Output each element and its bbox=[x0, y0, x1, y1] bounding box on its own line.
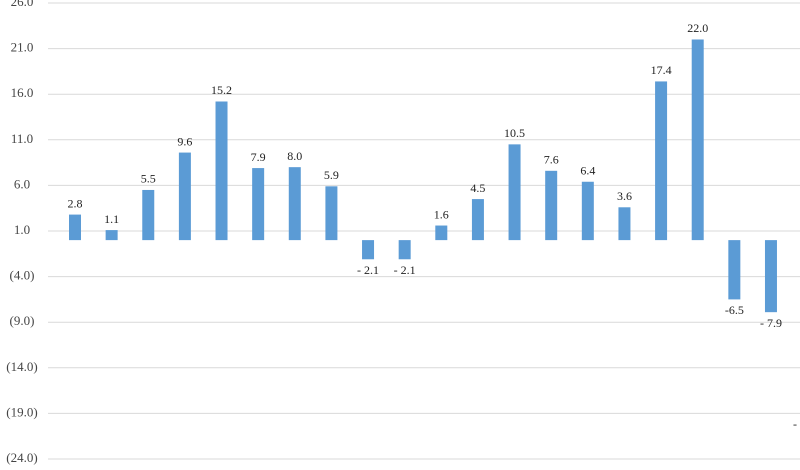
bar bbox=[655, 81, 668, 241]
bar bbox=[435, 225, 448, 241]
bar bbox=[545, 170, 558, 241]
y-tick-label: 21.0 bbox=[11, 40, 34, 55]
value-label: 9.6 bbox=[177, 134, 192, 148]
value-label: 1.6 bbox=[434, 207, 449, 221]
y-tick-label: 6.0 bbox=[14, 176, 30, 191]
value-label: - 7.9 bbox=[760, 316, 782, 330]
value-label: 8.0 bbox=[287, 149, 302, 163]
value-label: 3.6 bbox=[617, 189, 632, 203]
value-label: 7.9 bbox=[251, 150, 266, 164]
y-tick-label: (14.0) bbox=[6, 359, 37, 374]
bar bbox=[764, 240, 777, 313]
bar bbox=[618, 207, 631, 241]
bar bbox=[105, 230, 118, 241]
bar bbox=[325, 186, 338, 241]
value-label: 5.9 bbox=[324, 168, 339, 182]
value-label: 15.2 bbox=[211, 83, 232, 97]
bar bbox=[581, 181, 594, 241]
bar bbox=[288, 167, 301, 241]
value-label: - 2.1 bbox=[357, 263, 379, 277]
y-tick-label: (19.0) bbox=[6, 404, 37, 419]
bar bbox=[178, 152, 191, 241]
bar bbox=[691, 39, 704, 241]
value-label: -6.5 bbox=[725, 303, 744, 317]
bar bbox=[728, 240, 741, 300]
y-tick-label: 26.0 bbox=[11, 0, 34, 9]
bar bbox=[69, 214, 81, 241]
value-label: 17.4 bbox=[651, 63, 672, 77]
value-label: 10.5 bbox=[504, 126, 525, 140]
y-tick-label: (24.0) bbox=[6, 450, 37, 465]
bar bbox=[142, 189, 155, 241]
value-label: 1.1 bbox=[104, 212, 119, 226]
y-tick-label: 16.0 bbox=[11, 85, 34, 100]
value-label: 4.5 bbox=[470, 181, 485, 195]
bar bbox=[508, 144, 521, 241]
y-tick-label: 1.0 bbox=[14, 222, 30, 237]
value-label: 6.4 bbox=[580, 164, 595, 178]
y-tick-label: 11.0 bbox=[11, 131, 33, 146]
y-tick-label: (4.0) bbox=[10, 268, 35, 283]
bar bbox=[215, 101, 228, 241]
value-label: - 2.1 bbox=[394, 263, 416, 277]
value-label: 2.8 bbox=[68, 196, 83, 210]
annotation: - bbox=[793, 417, 797, 431]
value-label: 5.5 bbox=[141, 172, 156, 186]
bar bbox=[398, 240, 411, 260]
bar bbox=[362, 240, 375, 260]
bar bbox=[471, 199, 484, 241]
value-label: 22.0 bbox=[687, 21, 708, 35]
value-label: 7.6 bbox=[544, 153, 559, 167]
bar bbox=[252, 168, 265, 241]
y-tick-label: (9.0) bbox=[10, 313, 35, 328]
